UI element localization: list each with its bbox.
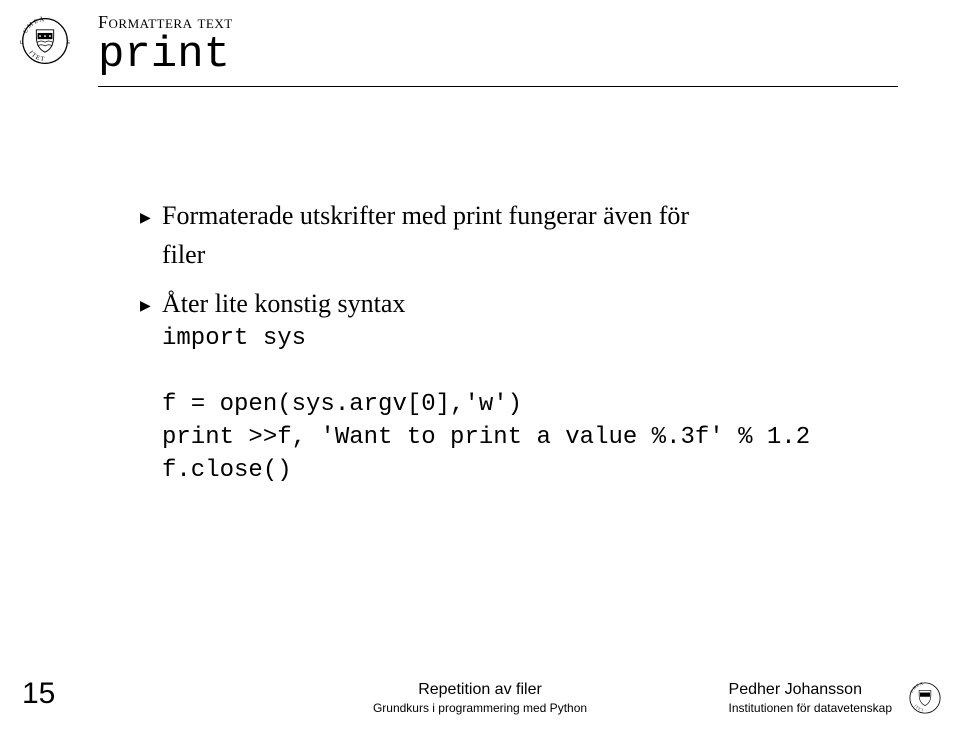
bullet-item: Åter lite konstig syntax: [140, 286, 689, 321]
bullet-list: Formaterade utskrifter med print fungera…: [140, 198, 689, 335]
bullet-item: Formaterade utskrifter med print fungera…: [140, 198, 689, 233]
footer-author: Pedher Johansson: [729, 681, 892, 699]
university-seal-icon: U M E Å I T E T U S: [14, 10, 76, 72]
slide-page: U M E Å I T E T U S Formattera text prin…: [0, 0, 960, 737]
bullet-text: Formaterade utskrifter med print fungera…: [162, 201, 689, 230]
svg-text:I T E T: I T E T: [27, 50, 45, 63]
footer-right: Pedher Johansson Institutionen för datav…: [729, 681, 892, 715]
page-title: print: [98, 30, 230, 80]
university-seal-small-icon: U M E Å I T E T: [904, 677, 946, 719]
bullet-continuation: filer: [162, 237, 689, 272]
svg-text:U: U: [20, 40, 24, 46]
footer-dept: Institutionen för datavetenskap: [729, 701, 892, 715]
code-line: f = open(sys.argv[0],'w'): [162, 391, 522, 418]
svg-text:I T E T: I T E T: [913, 704, 924, 712]
code-line: print >>f, 'Want to print a value %.3f' …: [162, 424, 810, 451]
svg-text:S: S: [67, 40, 70, 46]
code-line: f.close(): [162, 457, 292, 484]
code-block: import sys f = open(sys.argv[0],'w') pri…: [162, 322, 810, 488]
bullet-text: Åter lite konstig syntax: [162, 289, 405, 318]
code-line: import sys: [162, 325, 306, 352]
title-divider: [98, 86, 898, 87]
